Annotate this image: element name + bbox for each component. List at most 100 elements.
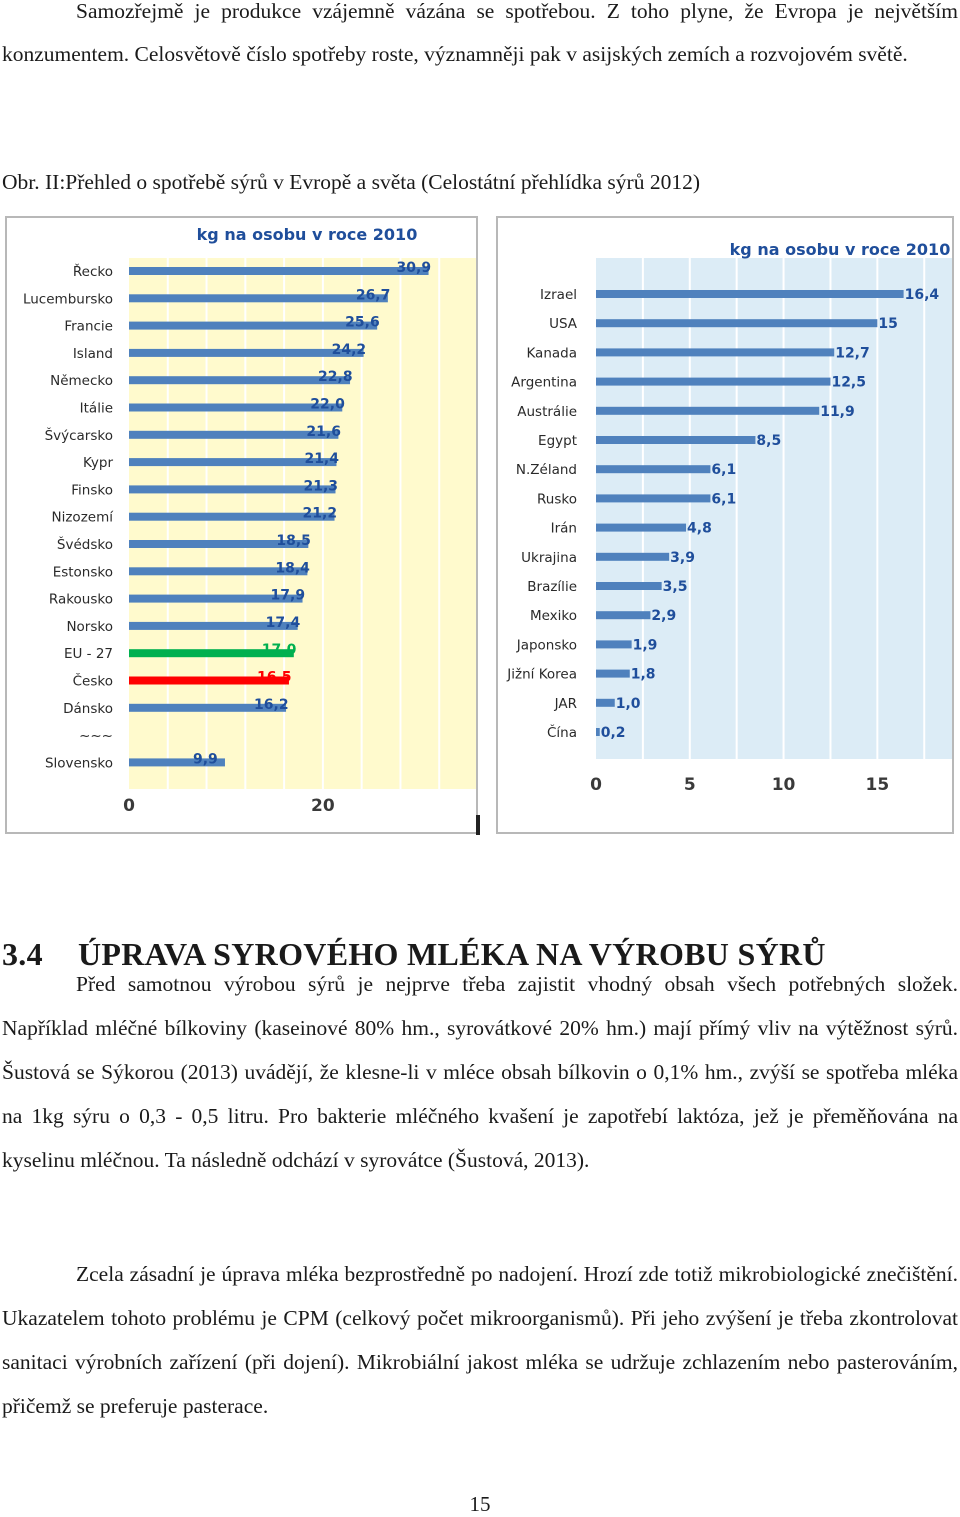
bar bbox=[129, 485, 336, 494]
category-label: Mexiko bbox=[530, 608, 577, 624]
stray-mark bbox=[476, 815, 480, 835]
world-cheese-chart: kg na osobu v roce 2010 Izrael 16,4 USA 15 Ka… bbox=[496, 216, 954, 834]
value-label: 12,7 bbox=[835, 345, 870, 361]
bar bbox=[596, 669, 630, 678]
bar bbox=[129, 321, 378, 330]
bar bbox=[596, 319, 878, 328]
category-label: Norsko bbox=[66, 619, 113, 635]
value-label: 1,9 bbox=[633, 637, 658, 653]
category-label: Švédsko bbox=[57, 535, 113, 553]
category-label: Jižní Korea bbox=[506, 667, 577, 683]
value-label: 25,6 bbox=[345, 315, 380, 331]
bar bbox=[129, 348, 364, 357]
bar bbox=[129, 267, 429, 275]
bar bbox=[129, 540, 309, 548]
category-label: Dánsko bbox=[63, 701, 113, 717]
x-tick-label: 0 bbox=[123, 796, 135, 816]
plot-background bbox=[129, 258, 478, 789]
bar bbox=[596, 348, 835, 357]
category-label: Argentina bbox=[511, 375, 577, 391]
category-label: N.Zéland bbox=[516, 462, 577, 478]
value-label: 15 bbox=[878, 316, 897, 332]
value-label: 1,0 bbox=[616, 696, 641, 712]
chart-title: kg na osobu v roce 2010 bbox=[197, 225, 418, 244]
value-label: 30,9 bbox=[397, 260, 432, 276]
bar bbox=[596, 436, 756, 444]
world-chart-svg: kg na osobu v roce 2010 Izrael 16,4 USA 15 Ka… bbox=[506, 240, 954, 795]
category-label: Itálie bbox=[80, 401, 113, 417]
figure-caption: Obr. II:Přehled o spotřebě sýrů v Evropě… bbox=[2, 170, 700, 194]
value-label: 21,3 bbox=[303, 478, 338, 494]
category-label: Ukrajina bbox=[521, 550, 577, 566]
bar bbox=[129, 676, 289, 685]
category-label: Řecko bbox=[73, 263, 113, 280]
bar bbox=[129, 649, 294, 658]
category-label: Kanada bbox=[526, 345, 577, 361]
bar bbox=[129, 376, 351, 385]
category-label: Japonsko bbox=[516, 637, 577, 653]
body-paragraph-2: Zcela zásadní je úprava mléka bezprostře… bbox=[2, 1262, 958, 1418]
bar bbox=[129, 594, 303, 603]
category-label: Francie bbox=[64, 319, 113, 335]
chart-title: kg na osobu v roce 2010 bbox=[730, 240, 951, 259]
category-label: Rakousko bbox=[49, 592, 113, 608]
bar bbox=[129, 567, 308, 576]
category-label: Brazílie bbox=[527, 579, 577, 595]
value-label: 4,8 bbox=[687, 521, 712, 537]
bar bbox=[129, 458, 337, 467]
value-label: 17,4 bbox=[266, 615, 301, 631]
category-label: Egypt bbox=[538, 433, 577, 449]
bar bbox=[596, 582, 662, 590]
category-label: Čína bbox=[547, 723, 577, 741]
value-label: 22,8 bbox=[318, 369, 353, 385]
category-label: Česko bbox=[73, 672, 113, 690]
x-tick-label: 20 bbox=[311, 796, 335, 816]
bar bbox=[596, 290, 904, 298]
bar bbox=[129, 403, 343, 412]
bar bbox=[596, 611, 651, 620]
value-label: 16,4 bbox=[905, 287, 940, 303]
value-label: 22,0 bbox=[310, 397, 345, 413]
europe-cheese-chart: kg na osobu v roce 2010 Řecko 30,9 Lucembur… bbox=[5, 216, 478, 834]
value-label: 8,5 bbox=[756, 433, 781, 449]
x-tick-label: 0 bbox=[590, 775, 602, 795]
x-tick-label: 15 bbox=[866, 775, 890, 795]
bar bbox=[129, 512, 335, 521]
section-number: 3.4 bbox=[2, 936, 43, 972]
category-label: Austrálie bbox=[517, 404, 577, 420]
bar bbox=[596, 698, 615, 707]
europe-chart-svg: kg na osobu v roce 2010 Řecko 30,9 Lucembur… bbox=[23, 225, 478, 816]
category-label: Kypr bbox=[83, 455, 113, 471]
value-label: 11,9 bbox=[820, 404, 855, 420]
value-label: 17,0 bbox=[262, 642, 297, 658]
value-label: 9,9 bbox=[193, 751, 218, 767]
category-label: Island bbox=[73, 346, 113, 362]
x-tick-label: 5 bbox=[684, 775, 696, 795]
value-label: 21,4 bbox=[304, 451, 339, 467]
value-label: 6,1 bbox=[711, 462, 736, 478]
bar bbox=[596, 465, 711, 474]
category-label: Německo bbox=[50, 373, 113, 389]
intro-paragraph: Samozřejmě je produkce vzájemně vázána s… bbox=[2, 0, 958, 66]
category-label: ~~~ bbox=[79, 728, 113, 744]
value-label: 12,5 bbox=[831, 375, 866, 391]
category-label: Rusko bbox=[537, 491, 577, 507]
bar bbox=[129, 703, 287, 712]
value-label: 16,5 bbox=[257, 670, 292, 686]
category-label: Švýcarsko bbox=[45, 426, 113, 444]
value-label: 17,9 bbox=[271, 588, 306, 604]
category-label: Lucembursko bbox=[23, 291, 113, 307]
bar bbox=[129, 758, 225, 767]
category-label: Slovensko bbox=[45, 755, 113, 771]
category-label: Irán bbox=[551, 521, 577, 537]
value-label: 3,9 bbox=[670, 550, 695, 566]
plot-background bbox=[596, 258, 954, 759]
bar bbox=[129, 621, 298, 630]
value-label: 0,2 bbox=[601, 725, 626, 741]
value-label: 21,6 bbox=[306, 424, 341, 440]
value-label: 6,1 bbox=[711, 491, 736, 507]
value-label: 3,5 bbox=[663, 579, 688, 595]
value-label: 18,4 bbox=[275, 560, 310, 576]
x-tick-label: 10 bbox=[772, 775, 796, 795]
category-label: Nizozemí bbox=[52, 510, 115, 526]
